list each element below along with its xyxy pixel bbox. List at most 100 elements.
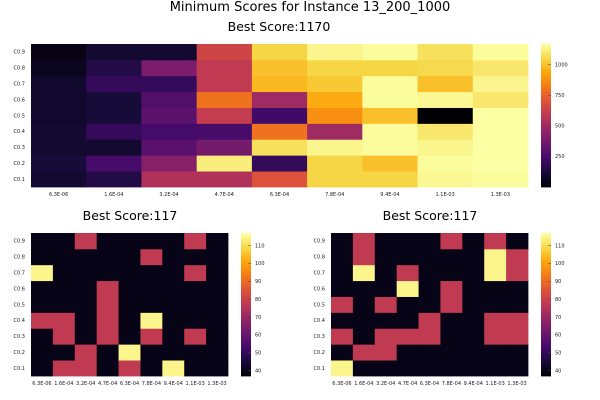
y-tick-label: C0.8 — [14, 255, 25, 261]
heatmap-cell — [96, 233, 119, 250]
colorbar-segment — [241, 361, 251, 365]
heatmap-cell — [118, 328, 141, 345]
colorbar-segment — [541, 323, 551, 327]
heatmap-cell — [31, 107, 87, 124]
heatmap-cell — [162, 233, 185, 250]
heatmap-cell — [31, 360, 54, 377]
heatmap-cell — [418, 312, 441, 329]
heatmap-cell — [74, 280, 98, 297]
heatmap-cell — [206, 360, 229, 377]
y-tick-label: C0.8 — [314, 255, 325, 261]
heatmap-cell — [362, 171, 418, 188]
heatmap-cell — [251, 59, 308, 77]
colorbar-segment — [241, 345, 251, 348]
heatmap-cell — [331, 296, 354, 313]
x-tick-label: 7.8E-04 — [325, 192, 344, 198]
colorbar-segment — [541, 117, 551, 121]
heatmap-cell — [331, 233, 354, 250]
colorbar-segment — [541, 237, 551, 241]
heatmap-cell — [162, 264, 185, 282]
heatmap-cell — [307, 139, 363, 156]
y-tick-label: C0.2 — [14, 350, 25, 356]
heatmap-cell — [506, 344, 529, 361]
heatmap-cell — [418, 344, 441, 361]
colorbar-segment — [541, 103, 551, 107]
heatmap-cell — [484, 233, 507, 250]
heatmap-cell — [484, 264, 507, 282]
heatmap-cell — [206, 296, 229, 313]
heatmap-cell — [74, 312, 98, 329]
colorbar-segment — [541, 79, 551, 83]
heatmap-cell — [506, 296, 529, 313]
heatmap-cell — [307, 44, 363, 61]
colorbar-segment — [541, 278, 551, 282]
x-tick-label: 4.7E-04 — [215, 192, 234, 198]
heatmap-cell — [374, 280, 398, 297]
heatmap-cell — [251, 171, 308, 188]
heatmap-cell — [31, 44, 87, 61]
y-tick-label: C0.9 — [14, 50, 25, 56]
heatmap-cell — [31, 296, 54, 313]
heatmap-cell — [506, 280, 529, 297]
heatmap-cell — [118, 312, 141, 329]
heatmap-cell — [331, 264, 354, 282]
heatmap-cell — [86, 107, 142, 124]
heatmap-cell — [418, 233, 441, 250]
y-tick-label: C0.6 — [314, 286, 325, 292]
heatmap-cell — [140, 248, 163, 266]
heatmap-cell — [374, 328, 398, 345]
heatmap-cell — [362, 44, 418, 61]
heatmap-cell — [141, 44, 198, 61]
colorbar-segment — [241, 314, 251, 317]
heatmap-cell — [251, 123, 308, 140]
heatmap-cell — [162, 344, 185, 361]
y-tick-label: C0.1 — [14, 177, 25, 183]
colorbar-segment — [541, 259, 551, 262]
colorbar-segment — [541, 86, 551, 90]
heatmap-cell — [74, 344, 98, 361]
heatmap-cell — [206, 264, 229, 282]
x-tick-label: 6.3E-04 — [120, 381, 139, 387]
heatmap-cell — [417, 123, 474, 140]
heatmap-cell — [506, 233, 529, 250]
heatmap-cell — [251, 75, 308, 93]
heatmap-cell — [141, 107, 198, 124]
colorbar-segment — [541, 356, 551, 360]
colorbar-segment — [541, 63, 551, 66]
colorbar-segment — [241, 333, 251, 336]
panel-title: Best Score:1170 — [228, 19, 331, 34]
heatmap-cell — [31, 75, 87, 93]
colorbar-segment — [541, 373, 551, 377]
heatmap-cell — [307, 155, 363, 172]
heatmap-panel-bottom-left: Best Score:117 6.3E-06 1.6E-04 3.2E-04 4.7E-… — [14, 208, 265, 387]
heatmap-cell — [374, 264, 398, 282]
colorbar-segment — [541, 328, 551, 332]
colorbar-segment — [541, 335, 551, 339]
heatmap-cell — [417, 171, 474, 188]
colorbar-segment — [541, 139, 551, 143]
colorbar-tick-label: 100 — [555, 261, 565, 267]
heatmap-cell — [206, 280, 229, 297]
colorbar-tick-label: 110 — [555, 243, 565, 249]
colorbar-segment — [541, 108, 551, 112]
colorbar-segment — [541, 273, 551, 277]
colorbar-tick-label: 80 — [555, 297, 561, 303]
colorbar-segment — [541, 146, 551, 150]
colorbar-tick-label: 100 — [255, 261, 265, 267]
colorbar-segment — [541, 294, 551, 298]
colorbar-tick-label: 60 — [255, 333, 261, 339]
colorbar-segment — [541, 65, 551, 69]
colorbar-tick-label: 1000 — [555, 63, 568, 69]
y-tick-label: C0.6 — [14, 97, 25, 103]
heatmap-cell — [396, 280, 419, 297]
y-tick-label: C0.5 — [314, 302, 325, 308]
heatmap-cell — [162, 360, 185, 377]
colorbar-segment — [541, 268, 551, 272]
colorbar-segment — [241, 342, 251, 346]
colorbar-segment — [541, 51, 551, 54]
colorbar-segment — [541, 96, 551, 100]
colorbar-segment — [241, 237, 251, 241]
colorbar-segment — [541, 136, 551, 140]
x-tick-label: 1.6E-04 — [104, 192, 123, 198]
colorbar-tick-label: 750 — [555, 93, 565, 99]
